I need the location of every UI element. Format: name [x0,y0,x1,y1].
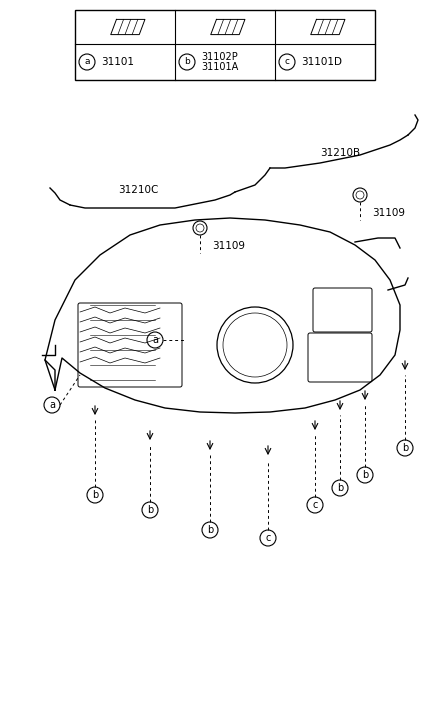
Text: 31210B: 31210B [320,148,360,158]
Text: a: a [84,57,90,66]
Text: b: b [147,505,153,515]
Text: a: a [49,400,55,410]
Text: 31101A: 31101A [201,62,238,72]
Text: b: b [362,470,368,480]
Text: 31101D: 31101D [301,57,342,67]
Text: 31109: 31109 [372,208,405,218]
Text: b: b [184,57,190,66]
Text: c: c [312,500,318,510]
Polygon shape [111,20,145,35]
Text: 31101: 31101 [101,57,134,67]
Text: b: b [337,483,343,493]
Text: b: b [207,525,213,535]
Text: b: b [402,443,408,453]
Text: c: c [265,533,271,543]
Text: 31102P: 31102P [201,52,238,62]
Bar [75,10,375,80]
Text: 31210C: 31210C [118,185,158,195]
Text: 31109: 31109 [212,241,245,251]
Polygon shape [45,218,400,413]
Text: a: a [152,335,158,345]
Polygon shape [311,20,345,35]
Text: b: b [92,490,98,500]
Text: c: c [285,57,290,66]
Polygon shape [211,20,245,35]
